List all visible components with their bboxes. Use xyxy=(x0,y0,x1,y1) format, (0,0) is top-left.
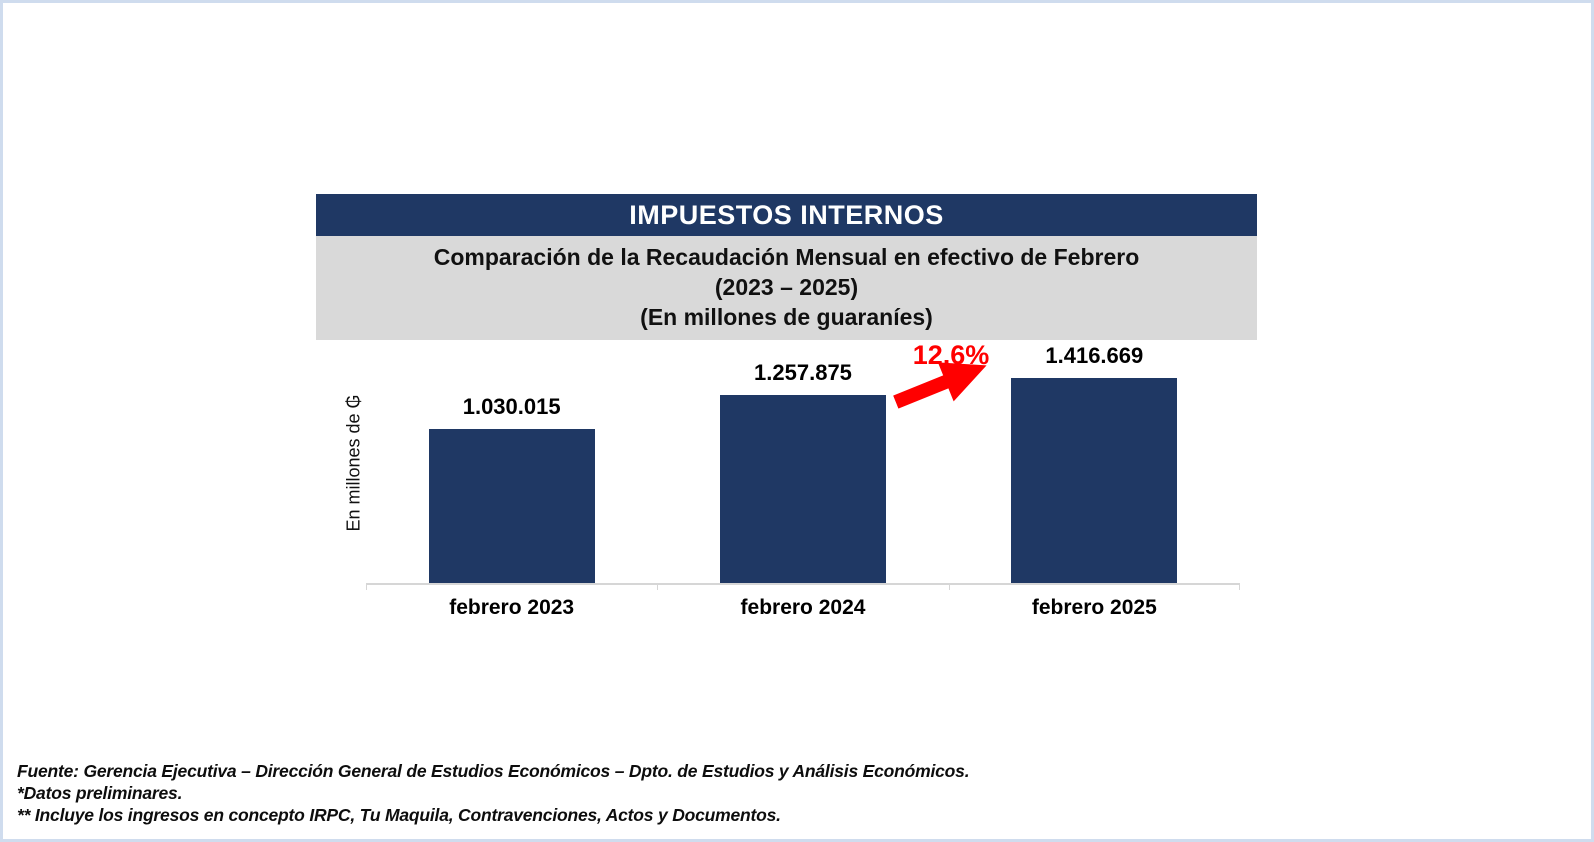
bar-chart-plot: 1.030.015 febrero 2023 1.257.875 febrero 20… xyxy=(366,343,1240,619)
x-axis-category-label-febrero-2023: febrero 2023 xyxy=(449,596,575,619)
subtitle-line-2: (2023 – 2025) xyxy=(714,274,859,300)
preliminary-note: *Datos preliminares. xyxy=(17,783,183,803)
source-note: Fuente: Gerencia Ejecutiva – Dirección G… xyxy=(17,761,970,781)
chart-title: IMPUESTOS INTERNOS xyxy=(316,194,1257,236)
subtitle-line-3: (En millones de guaraníes) xyxy=(640,304,933,330)
subtitle-line-1: Comparación de la Recaudación Mensual en… xyxy=(433,244,1140,270)
x-axis-category-label-febrero-2025: febrero 2025 xyxy=(1031,596,1157,619)
x-axis-category-label-febrero-2024: febrero 2024 xyxy=(740,596,866,619)
bar-column-febrero-2024: 1.257.875 febrero 2024 xyxy=(657,343,948,619)
y-axis-label: En millones de ₲ xyxy=(343,394,364,532)
footnotes: Fuente: Gerencia Ejecutiva – Dirección G… xyxy=(17,760,970,826)
bar-value-label-febrero-2023: 1.030.015 xyxy=(462,394,561,419)
chart-header: IMPUESTOS INTERNOS Comparación de la Rec… xyxy=(316,194,1257,340)
growth-arrow-icon xyxy=(887,343,999,424)
bar-column-febrero-2023: 1.030.015 febrero 2023 xyxy=(366,343,657,619)
x-axis-tick xyxy=(657,583,659,590)
bar-value-label-febrero-2024: 1.257.875 xyxy=(754,360,852,385)
bar-column-febrero-2025: 1.416.669 febrero 2025 xyxy=(949,343,1240,619)
includes-note: ** Incluye los ingresos en concepto IRPC… xyxy=(17,805,781,825)
bar-febrero-2023 xyxy=(428,429,595,583)
growth-arrow-svg xyxy=(893,362,987,409)
x-axis-tick xyxy=(366,583,367,590)
bar-febrero-2024 xyxy=(719,395,886,583)
chart-subtitle: Comparación de la Recaudación Mensual en… xyxy=(316,236,1257,340)
bar-febrero-2025 xyxy=(1011,378,1178,583)
x-axis-tick xyxy=(1239,583,1240,590)
x-axis-tick xyxy=(948,583,950,590)
bar-value-label-febrero-2025: 1.416.669 xyxy=(1045,343,1144,368)
